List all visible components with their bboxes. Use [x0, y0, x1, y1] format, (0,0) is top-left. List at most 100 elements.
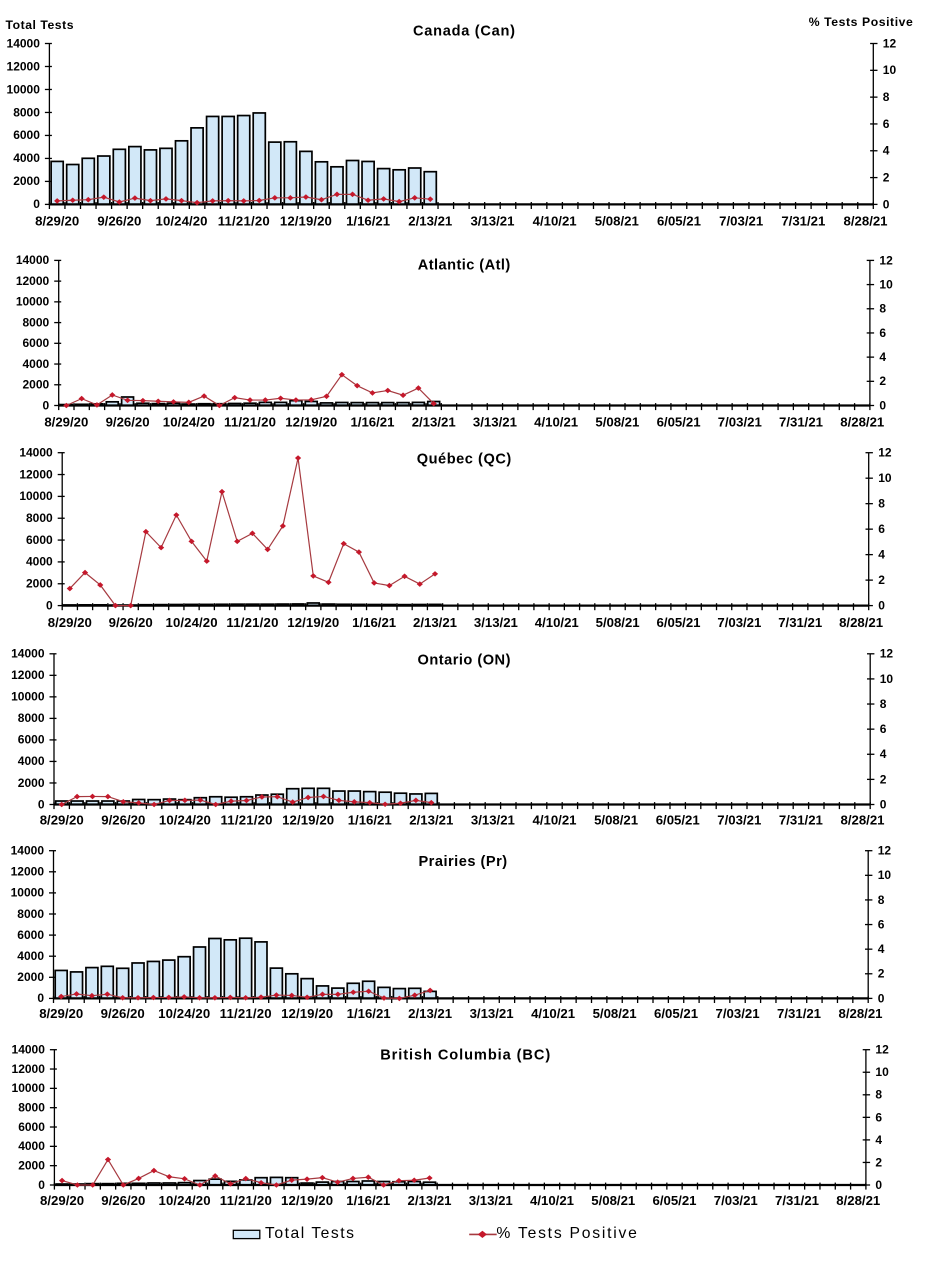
svg-text:2/13/21: 2/13/21 [408, 1193, 452, 1208]
svg-text:8000: 8000 [26, 511, 53, 525]
svg-text:6/05/21: 6/05/21 [657, 415, 701, 430]
svg-text:6/05/21: 6/05/21 [654, 1006, 698, 1021]
svg-text:10/24/20: 10/24/20 [163, 415, 215, 430]
svg-text:2: 2 [883, 170, 890, 184]
svg-text:7/31/21: 7/31/21 [779, 813, 823, 828]
svg-text:10/24/20: 10/24/20 [156, 214, 208, 229]
svg-text:8/29/20: 8/29/20 [48, 615, 92, 630]
svg-text:10000: 10000 [19, 489, 53, 503]
svg-text:12000: 12000 [7, 59, 41, 73]
svg-text:6: 6 [880, 722, 887, 736]
svg-text:10: 10 [875, 1065, 889, 1079]
svg-text:4/10/21: 4/10/21 [535, 615, 579, 630]
svg-text:0: 0 [33, 197, 40, 211]
svg-text:3/13/21: 3/13/21 [473, 415, 517, 430]
svg-text:4/10/21: 4/10/21 [534, 415, 578, 430]
svg-text:Ontario (ON): Ontario (ON) [418, 653, 511, 669]
svg-text:5/08/21: 5/08/21 [594, 813, 638, 828]
svg-text:5/08/21: 5/08/21 [593, 1006, 637, 1021]
svg-text:6000: 6000 [26, 533, 53, 547]
svg-text:0: 0 [878, 599, 885, 613]
svg-text:2000: 2000 [22, 378, 49, 392]
svg-text:7/03/21: 7/03/21 [718, 415, 762, 430]
svg-text:8: 8 [878, 497, 885, 511]
svg-text:4000: 4000 [22, 357, 49, 371]
svg-text:12000: 12000 [12, 1062, 46, 1076]
svg-text:8/29/20: 8/29/20 [39, 1006, 83, 1021]
svg-text:4000: 4000 [13, 151, 40, 165]
svg-text:2: 2 [878, 573, 885, 587]
svg-text:7/31/21: 7/31/21 [775, 1193, 819, 1208]
svg-text:7/03/21: 7/03/21 [716, 1006, 760, 1021]
svg-text:11/21/20: 11/21/20 [220, 1193, 272, 1208]
svg-text:6/05/21: 6/05/21 [656, 615, 700, 630]
svg-text:% Tests Positive: % Tests Positive [809, 15, 913, 29]
svg-text:9/26/20: 9/26/20 [109, 615, 153, 630]
svg-text:8000: 8000 [13, 105, 40, 119]
svg-text:4: 4 [880, 747, 887, 761]
svg-text:1/16/21: 1/16/21 [346, 1193, 390, 1208]
svg-text:4: 4 [875, 1133, 882, 1147]
svg-text:8/28/21: 8/28/21 [839, 1006, 883, 1021]
svg-text:8000: 8000 [18, 711, 45, 725]
svg-text:10000: 10000 [11, 690, 45, 704]
svg-text:0: 0 [43, 398, 50, 412]
svg-text:7/03/21: 7/03/21 [717, 813, 761, 828]
svg-text:4000: 4000 [18, 754, 45, 768]
svg-text:12/19/20: 12/19/20 [285, 415, 337, 430]
svg-text:2000: 2000 [18, 776, 45, 790]
svg-text:12/19/20: 12/19/20 [282, 813, 334, 828]
svg-text:8: 8 [879, 302, 886, 316]
svg-text:14000: 14000 [12, 1043, 46, 1057]
svg-text:9/26/20: 9/26/20 [97, 214, 141, 229]
svg-text:6: 6 [883, 117, 890, 131]
svg-text:3/13/21: 3/13/21 [474, 615, 518, 630]
svg-text:11/21/20: 11/21/20 [221, 813, 273, 828]
svg-text:12/19/20: 12/19/20 [281, 1006, 333, 1021]
svg-text:2: 2 [878, 967, 885, 981]
svg-text:12/19/20: 12/19/20 [287, 615, 339, 630]
svg-text:2000: 2000 [18, 1158, 45, 1172]
svg-text:8/29/20: 8/29/20 [35, 214, 79, 229]
svg-text:7/03/21: 7/03/21 [719, 214, 763, 229]
svg-text:8/28/21: 8/28/21 [840, 415, 884, 430]
svg-text:1/16/21: 1/16/21 [352, 615, 396, 630]
svg-text:7/31/21: 7/31/21 [781, 214, 825, 229]
svg-text:0: 0 [875, 1178, 882, 1192]
svg-text:14000: 14000 [11, 647, 45, 661]
svg-text:10: 10 [879, 277, 893, 291]
svg-text:6: 6 [879, 326, 886, 340]
svg-text:8: 8 [878, 893, 885, 907]
svg-text:6000: 6000 [13, 128, 40, 142]
svg-text:10000: 10000 [11, 886, 45, 900]
svg-text:8000: 8000 [17, 907, 44, 921]
svg-text:10: 10 [878, 471, 892, 485]
svg-text:2/13/21: 2/13/21 [409, 813, 453, 828]
svg-text:3/13/21: 3/13/21 [470, 1006, 514, 1021]
svg-text:9/26/20: 9/26/20 [101, 813, 145, 828]
svg-text:14000: 14000 [16, 253, 50, 267]
svg-text:12: 12 [878, 446, 892, 460]
svg-text:3/13/21: 3/13/21 [471, 813, 515, 828]
svg-text:12: 12 [875, 1043, 889, 1057]
svg-text:4000: 4000 [17, 949, 44, 963]
svg-text:Atlantic (Atl): Atlantic (Atl) [418, 257, 511, 273]
svg-text:8/28/21: 8/28/21 [836, 1193, 880, 1208]
svg-text:2/13/21: 2/13/21 [408, 1006, 452, 1021]
svg-text:4: 4 [878, 942, 885, 956]
svg-text:12/19/20: 12/19/20 [281, 1193, 333, 1208]
svg-text:Québec (QC): Québec (QC) [417, 452, 512, 468]
svg-text:11/21/20: 11/21/20 [226, 615, 278, 630]
svg-text:3/13/21: 3/13/21 [470, 214, 514, 229]
svg-text:4: 4 [878, 548, 885, 562]
svg-text:10000: 10000 [16, 295, 50, 309]
svg-text:0: 0 [883, 197, 890, 211]
svg-text:14000: 14000 [11, 844, 45, 858]
svg-text:6/05/21: 6/05/21 [656, 813, 700, 828]
svg-text:0: 0 [46, 598, 53, 612]
svg-text:12000: 12000 [16, 274, 50, 288]
svg-text:0: 0 [38, 797, 45, 811]
svg-text:4000: 4000 [18, 1139, 45, 1153]
svg-text:2: 2 [879, 374, 886, 388]
svg-text:10: 10 [878, 868, 892, 882]
